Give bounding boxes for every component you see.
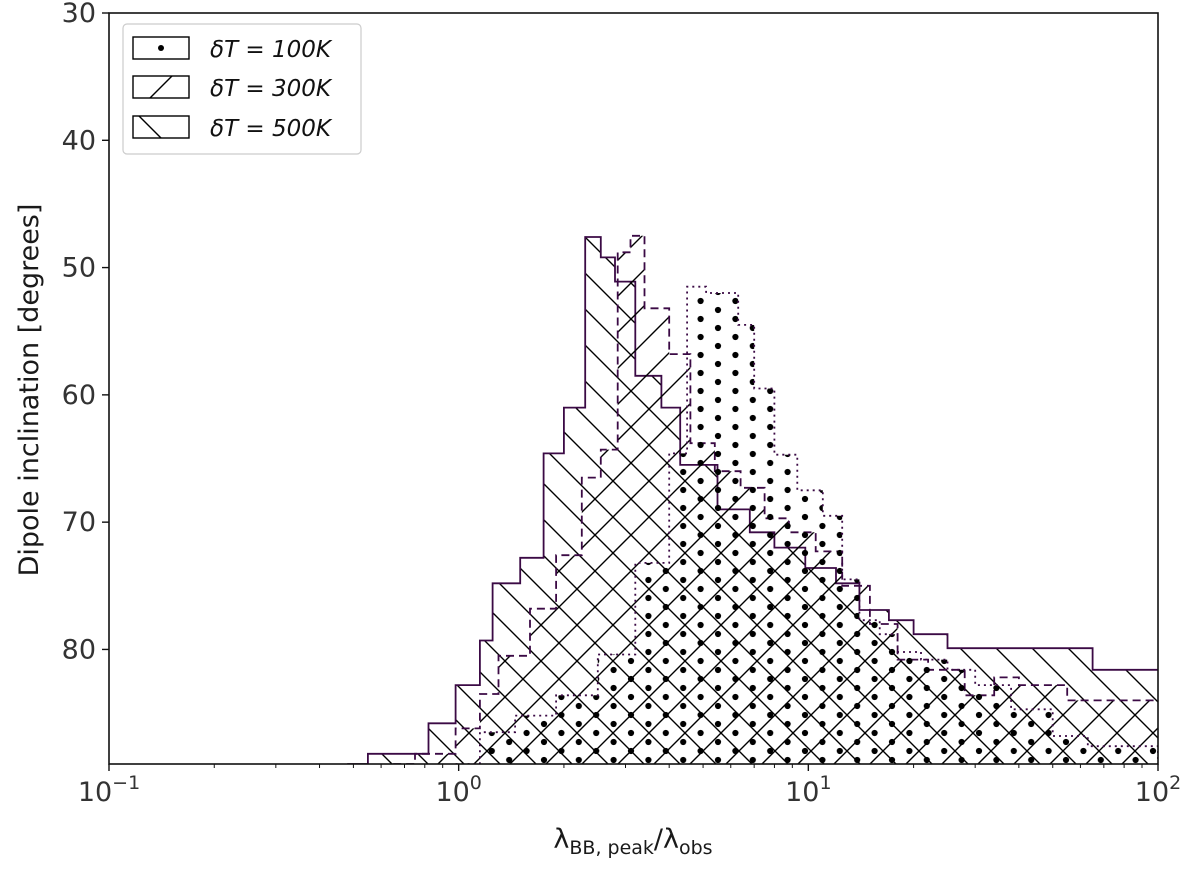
y-tick-label: 80 (62, 634, 96, 665)
y-axis-label: Dipole inclination [degrees] (14, 204, 45, 577)
legend-swatch-dots (132, 36, 190, 60)
y-tick-label: 30 (62, 0, 96, 29)
series-layer (347, 234, 1158, 764)
x-tick-label: 101 (785, 772, 831, 808)
legend-label-100k: δT = 100K (210, 37, 333, 63)
series-area-diagonal-up (393, 235, 1158, 764)
series-area-dots (455, 286, 1158, 764)
legend-label-300k: δT = 300K (210, 76, 333, 102)
series-outline-dots (455, 285, 1158, 764)
y-tick-label: 60 (62, 380, 96, 411)
y-axis: 30 40 50 60 70 80 (62, 0, 109, 665)
y-tick-label: 40 (62, 125, 96, 156)
x-tick-label: 102 (1135, 772, 1181, 808)
x-axis: 10−1 100 101 102 (78, 764, 1181, 808)
legend-label-500k: δT = 500K (210, 116, 333, 142)
plot-frame (108, 12, 1159, 765)
y-tick-label: 70 (62, 507, 96, 538)
y-tick-label: 50 (62, 253, 96, 284)
x-axis-label: λBB, peak/λobs (553, 824, 712, 859)
x-tick-label: 100 (435, 772, 481, 808)
legend-swatch-diagonal-down (132, 115, 190, 139)
legend-swatch-diagonal-up (132, 75, 190, 99)
legend: δT = 100K δT = 300K δT = 500K (122, 23, 362, 155)
x-tick-label: 10−1 (78, 772, 140, 808)
